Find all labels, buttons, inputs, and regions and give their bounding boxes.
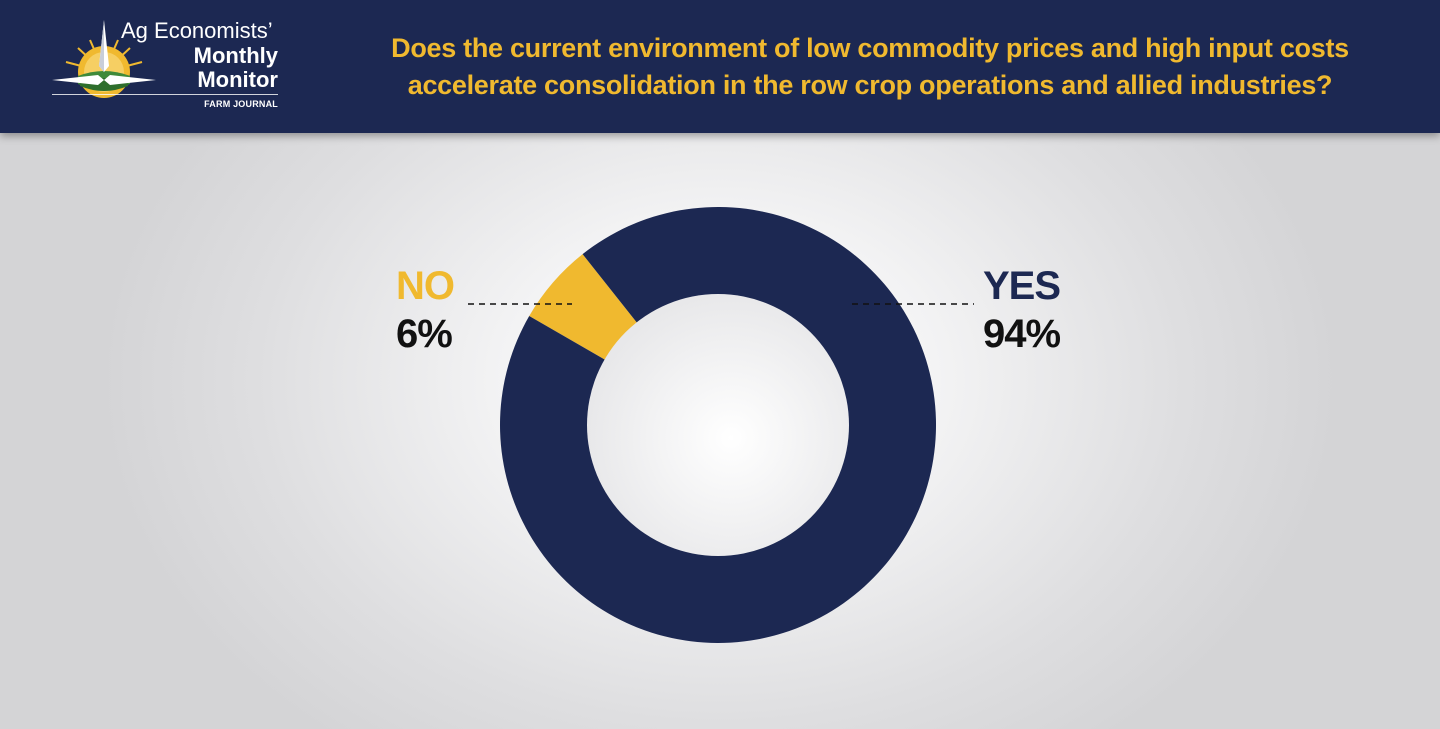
yes-slice-value: 94% — [983, 312, 1061, 356]
no-slice-label: NO — [396, 264, 455, 308]
logo-divider — [52, 94, 278, 95]
logo-text-monthly: Monthly — [193, 43, 278, 68]
donut-hole — [587, 294, 849, 556]
yes-slice-label: YES — [983, 264, 1061, 308]
survey-question: Does the current environment of low comm… — [391, 33, 1349, 100]
logo-text-monitor: Monitor — [197, 67, 278, 92]
ag-economists-monthly-monitor-logo: Ag Economists’ Monthly Monitor FARM JOUR… — [44, 14, 294, 118]
compass-sunrise-logo-icon — [52, 20, 156, 98]
header-banner: Ag Economists’ Monthly Monitor FARM JOUR… — [0, 0, 1440, 133]
publisher-logo-text: FARM JOURNAL — [204, 99, 278, 109]
logo-text-ag-economists: Ag Economists’ — [121, 18, 273, 43]
no-slice-value: 6% — [396, 312, 453, 356]
